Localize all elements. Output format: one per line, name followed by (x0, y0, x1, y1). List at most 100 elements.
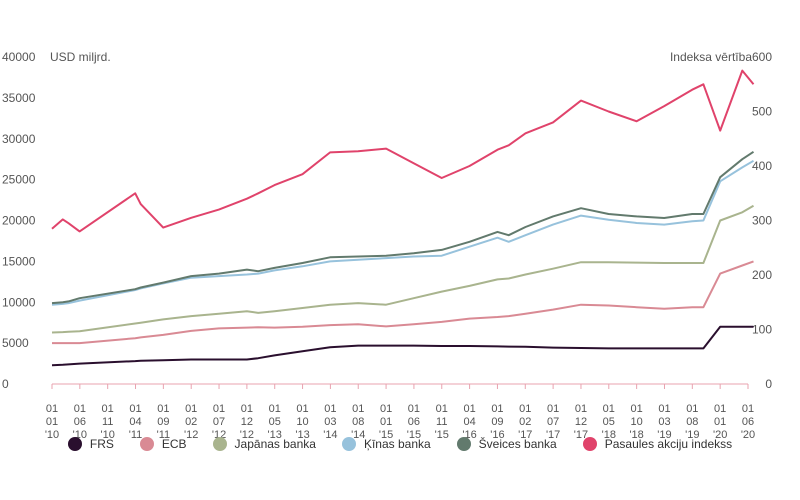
x-tick-part: 01 (296, 403, 308, 415)
x-tick-part: '12 (240, 429, 254, 441)
right-tick-label: 600 (752, 50, 772, 64)
x-tick-part: 08 (686, 416, 698, 428)
legend-label: FRS (89, 437, 114, 451)
x-tick-part: 01 (547, 403, 559, 415)
x-tick-part: 12 (241, 416, 253, 428)
left-axis-ticks: 0 5000 10000 15000 20000 25000 30000 35000 40000 (2, 50, 36, 391)
right-tick-label: 500 (752, 105, 772, 119)
x-tick-part: 01 (352, 403, 364, 415)
right-tick-label: 200 (752, 268, 772, 282)
x-tick-part: 02 (519, 416, 531, 428)
x-tick-part: '17 (546, 429, 560, 441)
x-tick-part: 01 (380, 416, 392, 428)
x-tick-part: 01 (129, 403, 141, 415)
left-tick-label: 40000 (2, 50, 36, 64)
x-tick-part: 01 (631, 403, 643, 415)
x-tick-part: 07 (213, 416, 225, 428)
series-line (51, 69, 755, 233)
x-tick-part: 01 (157, 403, 169, 415)
x-tick-part: 04 (129, 416, 141, 428)
series-line (52, 260, 754, 345)
x-tick-part: 03 (324, 416, 336, 428)
x-tick-part: 01 (185, 403, 197, 415)
x-tick-part: 01 (519, 403, 531, 415)
x-tick-part: 01 (714, 416, 726, 428)
left-tick-label: 15000 (2, 254, 36, 268)
x-tick-part: '19 (685, 429, 699, 441)
x-tick-part: '15 (407, 429, 421, 441)
x-tick-part: 01 (46, 416, 58, 428)
left-tick-label: 30000 (2, 132, 36, 146)
x-tick-part: 12 (575, 416, 587, 428)
x-tick-part: '10 (101, 429, 115, 441)
right-tick-label: 0 (765, 377, 772, 391)
x-tick-part: 09 (157, 416, 169, 428)
x-tick-part: 01 (380, 403, 392, 415)
x-tick-part: '15 (379, 429, 393, 441)
legend-swatch (456, 437, 471, 451)
x-tick-part: '13 (295, 429, 309, 441)
legend-item: ECB (139, 437, 187, 451)
x-tick-part: 01 (102, 403, 114, 415)
x-tick-part: '18 (602, 429, 616, 441)
x-tick-part: 06 (74, 416, 86, 428)
right-tick-label: 100 (752, 323, 772, 337)
x-tick-part: 01 (436, 403, 448, 415)
x-tick-part: 01 (742, 403, 754, 415)
x-tick-part: 07 (547, 416, 559, 428)
right-axis-ticks: 0 100 200 300 400 500 600 (752, 50, 772, 391)
left-axis-label: USD miljrd. (50, 50, 111, 64)
series-line (51, 204, 755, 334)
x-tick-part: '10 (45, 429, 59, 441)
x-tick-part: '20 (741, 429, 755, 441)
x-tick-part: '16 (490, 429, 504, 441)
x-tick-part: '14 (351, 429, 365, 441)
x-tick-part: '20 (713, 429, 727, 441)
right-tick-label: 300 (752, 214, 772, 228)
legend-item: Japānas banka (212, 437, 316, 451)
x-tick-part: 11 (436, 416, 447, 428)
x-tick-part: '15 (435, 429, 449, 441)
x-tick-part: '13 (268, 429, 282, 441)
x-tick-part: 01 (714, 403, 726, 415)
left-tick-label: 0 (2, 377, 9, 391)
x-tick-part: 01 (491, 403, 503, 415)
left-tick-label: 35000 (2, 91, 36, 105)
x-tick-part: '12 (184, 429, 198, 441)
series-layer (51, 69, 755, 367)
x-tick-part: 01 (213, 403, 225, 415)
x-tick-part: '18 (629, 429, 643, 441)
series-line (51, 150, 755, 305)
x-tick-part: 05 (269, 416, 281, 428)
x-tick-part: 06 (742, 416, 754, 428)
x-tick-part: 03 (658, 416, 670, 428)
x-tick-part: 09 (491, 416, 503, 428)
x-tick-part: '17 (518, 429, 532, 441)
x-tick-part: '11 (129, 429, 143, 441)
legend-swatch (341, 437, 356, 451)
legend-swatch (139, 437, 154, 451)
x-tick-part: 01 (603, 403, 615, 415)
left-tick-label: 20000 (2, 214, 36, 228)
x-tick-part: 11 (102, 416, 113, 428)
x-tick-part: 10 (296, 416, 308, 428)
x-tick-part: 01 (74, 403, 86, 415)
x-tick-part: 10 (631, 416, 643, 428)
x-tick-part: 01 (46, 403, 58, 415)
